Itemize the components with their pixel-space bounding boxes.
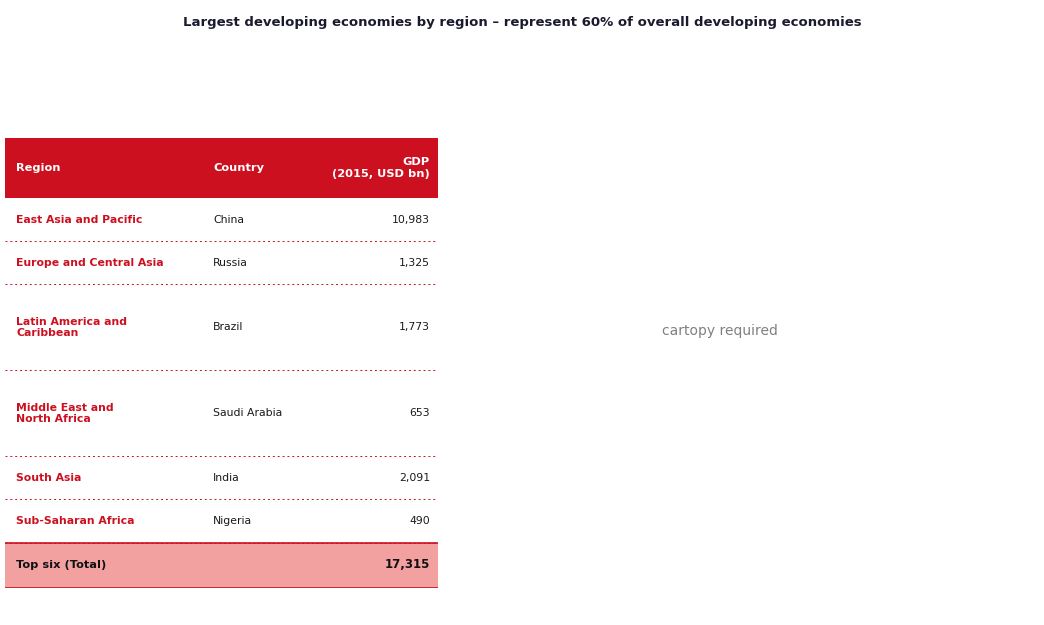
FancyBboxPatch shape (5, 284, 438, 371)
Text: 2,091: 2,091 (399, 473, 430, 483)
Text: Middle East and
North Africa: Middle East and North Africa (16, 402, 114, 424)
Text: 1,325: 1,325 (399, 258, 430, 268)
Text: 1,773: 1,773 (399, 322, 430, 332)
FancyBboxPatch shape (5, 542, 438, 588)
Text: GDP
(2015, USD bn): GDP (2015, USD bn) (332, 157, 430, 179)
Text: Latin America and
Caribbean: Latin America and Caribbean (16, 316, 127, 338)
Text: South Asia: South Asia (16, 473, 81, 483)
Text: Region: Region (16, 163, 61, 173)
Text: India: India (213, 473, 240, 483)
FancyBboxPatch shape (5, 456, 438, 499)
Text: Top six (Total): Top six (Total) (16, 560, 106, 570)
Text: 17,315: 17,315 (384, 559, 430, 571)
FancyBboxPatch shape (5, 371, 438, 456)
Text: China: China (213, 215, 244, 225)
FancyBboxPatch shape (5, 499, 438, 542)
Text: 653: 653 (409, 408, 430, 418)
Text: East Asia and Pacific: East Asia and Pacific (16, 215, 142, 225)
Text: Largest developing economies by region – represent 60% of overall developing eco: Largest developing economies by region –… (183, 16, 861, 29)
Text: Brazil: Brazil (213, 322, 243, 332)
Text: Country: Country (213, 163, 264, 173)
Text: cartopy required: cartopy required (663, 324, 778, 338)
Text: Europe and Central Asia: Europe and Central Asia (16, 258, 164, 268)
Text: Sub-Saharan Africa: Sub-Saharan Africa (16, 516, 135, 526)
Text: Saudi Arabia: Saudi Arabia (213, 408, 283, 418)
Text: Nigeria: Nigeria (213, 516, 253, 526)
FancyBboxPatch shape (5, 138, 438, 198)
Text: 10,983: 10,983 (392, 215, 430, 225)
FancyBboxPatch shape (5, 241, 438, 284)
FancyBboxPatch shape (5, 198, 438, 241)
Text: 490: 490 (409, 516, 430, 526)
Text: Russia: Russia (213, 258, 248, 268)
